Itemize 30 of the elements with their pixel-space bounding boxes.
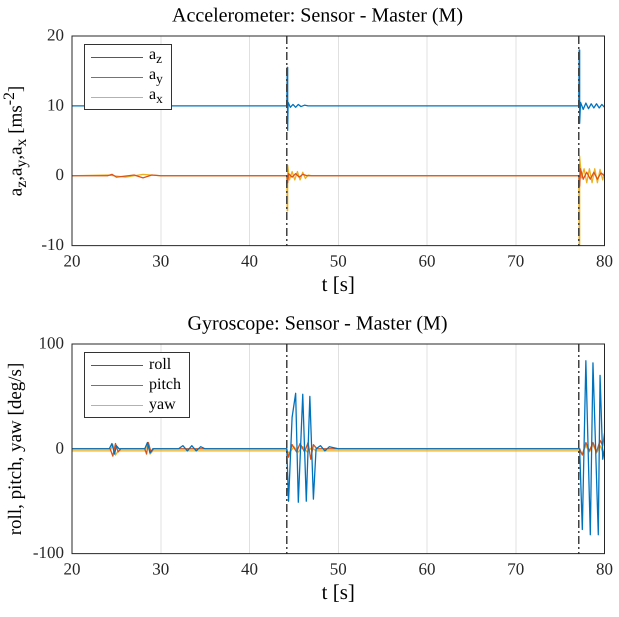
y-tick-label: 10 xyxy=(47,95,64,114)
x-tick-label: 60 xyxy=(418,251,436,270)
legend-label: a$_{y}$ xyxy=(149,66,163,88)
x-tick-label: 50 xyxy=(330,559,347,578)
x-tick-label: 40 xyxy=(241,559,258,578)
y-axis-title: roll, pitch, yaw [deg/s] xyxy=(5,362,27,536)
x-tick-label: 70 xyxy=(507,559,524,578)
y-tick-label: -10 xyxy=(41,235,64,254)
legend-label: pitch xyxy=(149,376,181,394)
legend-label: yaw xyxy=(149,396,176,414)
x-axis-title: t [s] xyxy=(322,272,355,297)
legend-label: a$_{x}$ xyxy=(149,86,163,108)
x-tick-label: 60 xyxy=(418,559,436,578)
legend-label: a$_{z}$ xyxy=(149,46,162,68)
x-tick-label: 80 xyxy=(596,559,613,578)
y-tick-label: 0 xyxy=(56,438,64,458)
x-tick-label: 40 xyxy=(241,251,258,270)
y-tick-label: 100 xyxy=(38,333,64,352)
y-tick-label: 20 xyxy=(47,25,64,44)
x-tick-label: 80 xyxy=(596,251,613,270)
legend-label: roll xyxy=(149,356,172,374)
x-tick-label: 70 xyxy=(507,251,524,270)
chart-title: Gyroscope: Sensor - Master (M) xyxy=(188,312,448,334)
y-tick-label: -100 xyxy=(32,543,64,562)
x-tick-label: 30 xyxy=(152,251,170,270)
x-tick-label: 50 xyxy=(330,251,347,270)
x-axis-title: t [s] xyxy=(322,580,355,605)
y-tick-label: 0 xyxy=(56,165,64,184)
x-tick-label: 30 xyxy=(152,559,170,578)
chart-title: Accelerometer: Sensor - Master (M) xyxy=(172,4,463,26)
